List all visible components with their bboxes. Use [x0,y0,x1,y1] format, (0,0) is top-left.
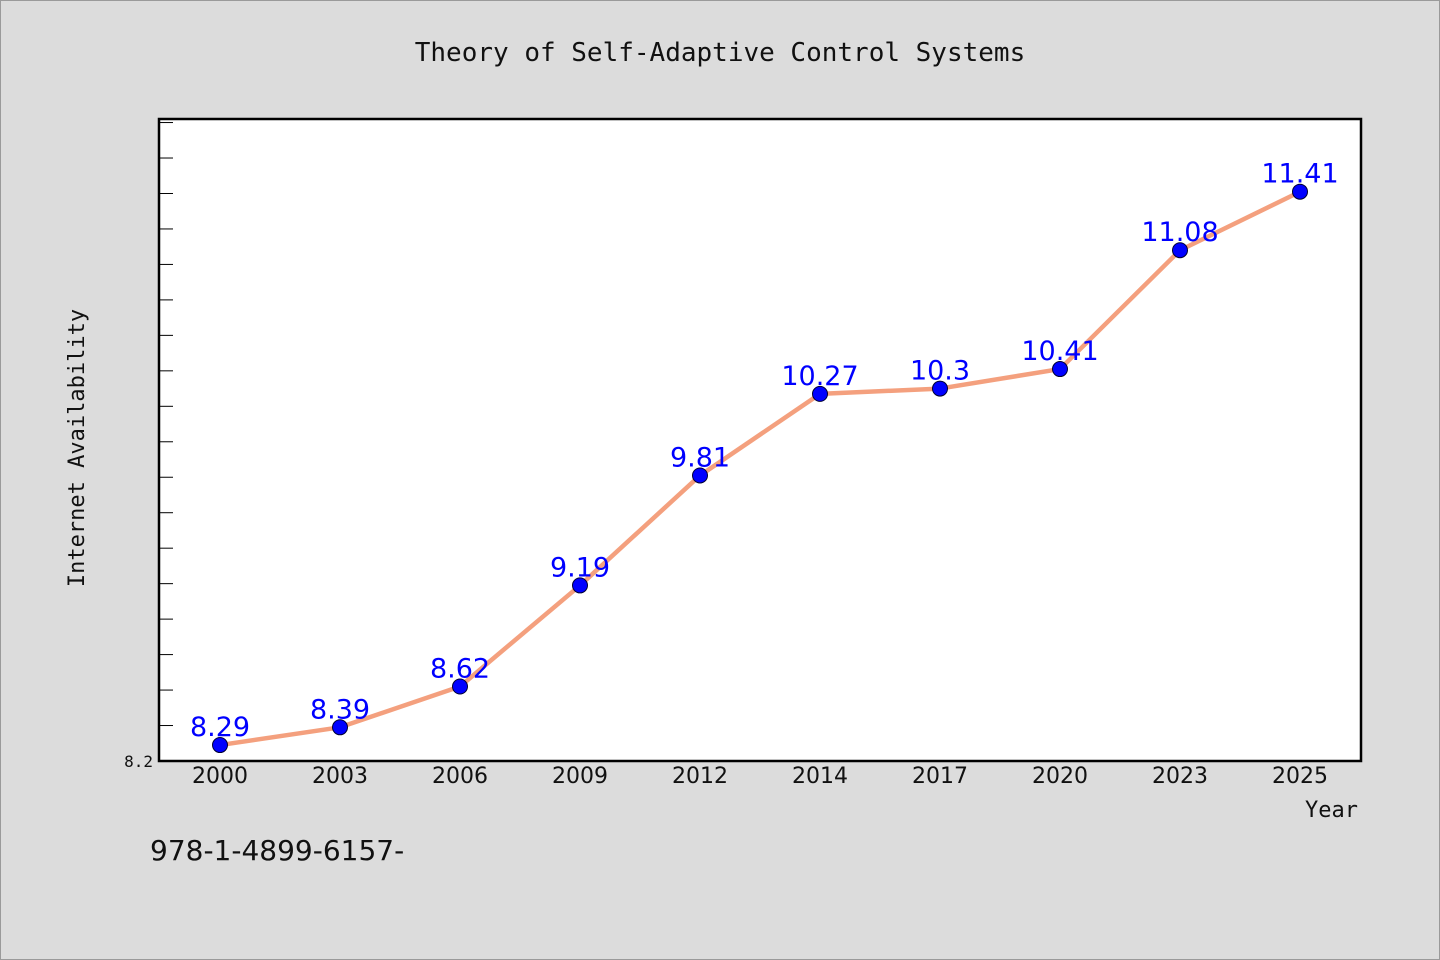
x-tick-label: 2014 [792,764,848,789]
x-tick-label: 2003 [312,764,368,789]
data-label: 8.62 [430,654,490,685]
data-label: 8.29 [190,712,250,743]
data-label: 10.27 [781,361,858,392]
data-label: 9.19 [550,552,610,583]
data-point [572,577,588,594]
x-tick-label: 2020 [1032,764,1088,789]
data-label: 9.81 [670,442,730,473]
data-point [332,719,348,736]
x-tick-label: 2017 [912,764,968,789]
data-point [1172,242,1188,259]
x-tick-label: 2023 [1152,764,1208,789]
data-point [812,385,828,402]
data-point [692,467,708,484]
x-axis-tick-labels: 2000 2003 2006 2009 2012 2014 2017 2020 2023 2025 [192,764,1328,789]
data-label: 10.3 [910,356,970,387]
data-label: 11.41 [1261,159,1338,190]
chart-title: Theory of Self-Adaptive Control Systems [415,38,1025,68]
x-axis-label: Year [1305,798,1358,823]
x-tick-label: 2009 [552,764,608,789]
y-axis-tick-labels: 8.2 [124,752,153,771]
data-point [1292,183,1308,200]
plot-area [157,117,1363,763]
y-axis-label: Internet Availability [65,309,90,587]
data-point [1052,361,1068,378]
data-label: 10.41 [1021,336,1098,367]
x-tick-label: 2006 [432,764,488,789]
data-point [452,678,468,695]
x-tick-label: 2025 [1272,764,1328,789]
data-label: 11.08 [1141,217,1218,248]
x-tick-label: 2012 [672,764,728,789]
series-line [217,189,1303,748]
data-point [212,737,228,754]
series-layer: 8.29 8.39 8.62 9.19 9.81 10.27 10.3 10.41 11.08 1… [190,159,1339,754]
y-axis-ticks [158,122,173,762]
x-tick-label: 2000 [192,764,248,789]
isbn-footer-text: 978-1-4899-6157- [150,834,405,867]
data-label: 8.39 [310,694,370,725]
y-tick-label: 8.2 [124,752,153,771]
data-point [932,380,948,397]
